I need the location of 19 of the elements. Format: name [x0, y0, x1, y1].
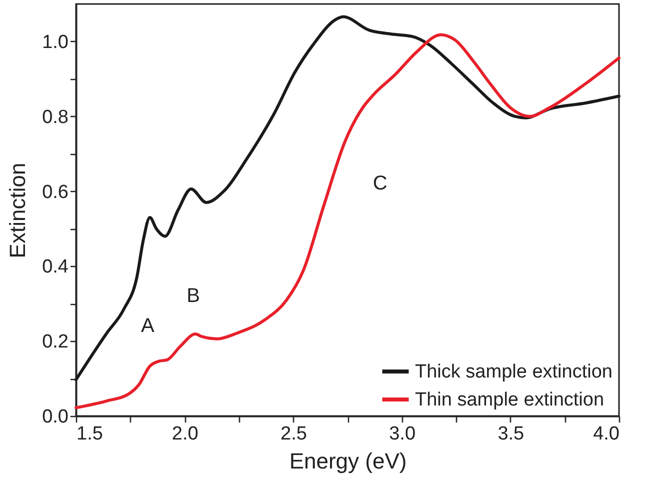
- x-tick-label: 3.5: [498, 424, 524, 444]
- x-tick-label: 3.0: [389, 424, 416, 444]
- y-tick-label: 0.8: [42, 106, 68, 128]
- y-tick-label: 0.4: [42, 256, 69, 278]
- legend-label: Thick sample extinction: [415, 362, 612, 382]
- x-axis-title: Energy (eV): [289, 448, 407, 474]
- x-tick-label: 4.0: [593, 424, 620, 444]
- annotation: C: [372, 172, 388, 195]
- y-axis-title: Extinction: [5, 162, 30, 258]
- y-tick-label: 0.2: [42, 332, 68, 353]
- y-tick-label: 0.0: [42, 406, 68, 428]
- y-tick-label: 0.6: [42, 182, 68, 203]
- legend-label: Thin sample extinction: [415, 390, 604, 410]
- y-tick-label: 1.0: [42, 32, 68, 53]
- x-tick-label: 1.5: [76, 424, 103, 444]
- x-tick-label: 2.5: [280, 424, 307, 444]
- annotation: B: [186, 285, 200, 308]
- annotation: A: [141, 315, 156, 338]
- x-tick-label: 2.0: [172, 424, 198, 444]
